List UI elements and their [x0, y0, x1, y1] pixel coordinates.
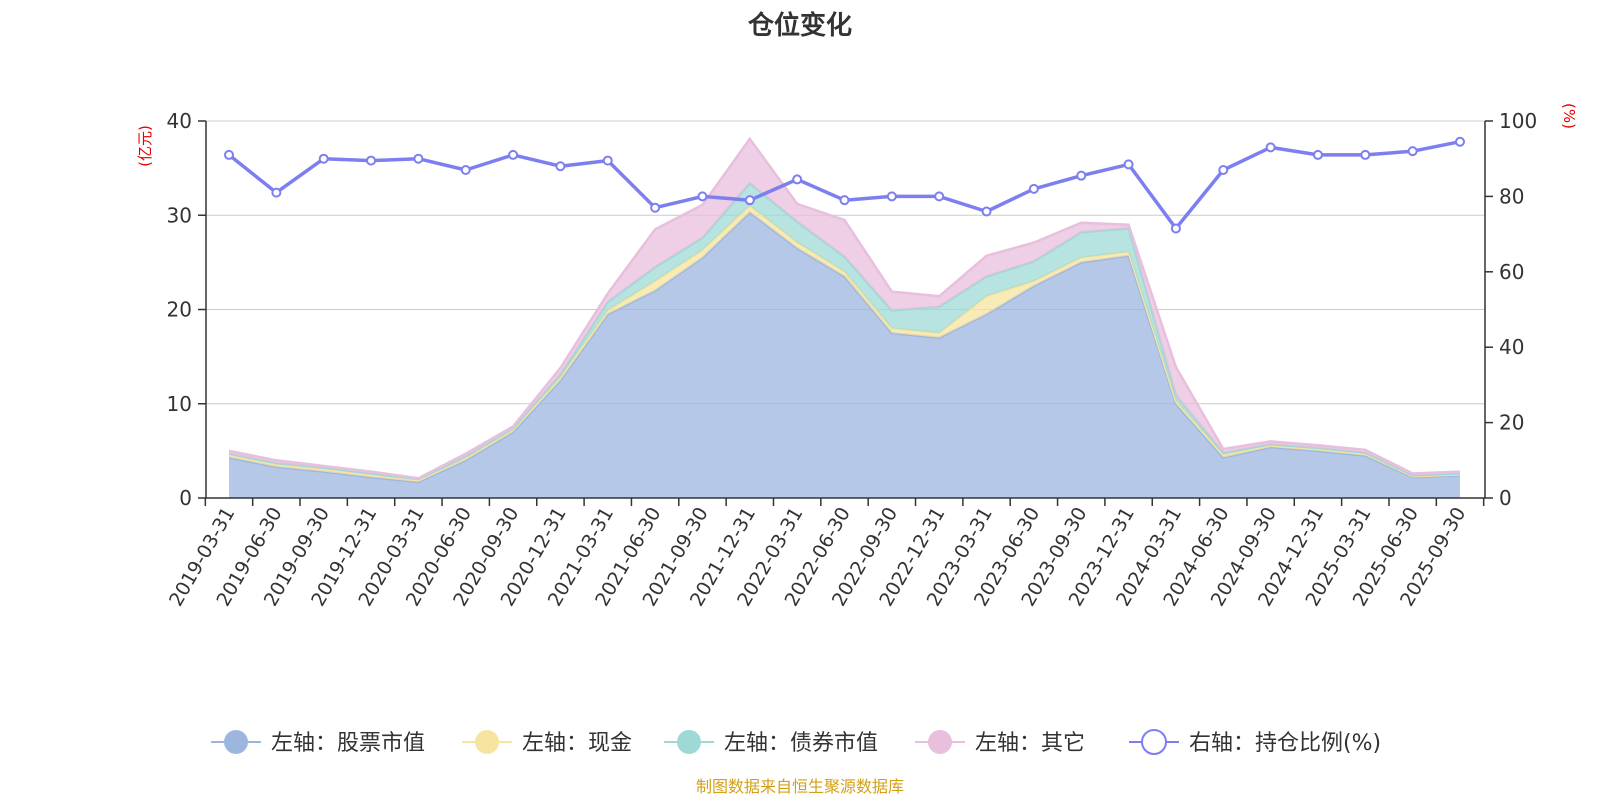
- legend-marker-1: [224, 730, 248, 754]
- ratio-point: [792, 174, 803, 185]
- ratio-point: [318, 153, 329, 164]
- ratio-point: [744, 195, 755, 206]
- ratio-point: [602, 155, 613, 166]
- ratio-point: [366, 155, 377, 166]
- legend-label-2: 左轴：现金: [522, 731, 632, 756]
- left-tick-label: 40: [167, 109, 192, 133]
- ratio-point: [555, 161, 566, 172]
- ratio-point: [981, 206, 992, 217]
- right-tick-label: 60: [1499, 260, 1524, 284]
- right-tick-label: 0: [1499, 486, 1512, 510]
- left-tick-label: 0: [179, 486, 192, 510]
- ratio-point: [697, 191, 708, 202]
- ratio-point: [839, 195, 850, 206]
- area-1: [229, 212, 1460, 498]
- ratio-point: [224, 149, 234, 160]
- ratio-point: [1265, 142, 1276, 153]
- ratio-point: [1407, 146, 1418, 157]
- legend-label-1: 左轴：股票市值: [271, 731, 425, 756]
- left-axis-ticks: 0 10 20 30 40: [167, 109, 206, 510]
- legend-label-3: 左轴：债券市值: [724, 731, 878, 756]
- left-axis-unit: (亿元): [136, 125, 154, 167]
- left-tick-label: 10: [167, 392, 192, 416]
- ratio-point: [1170, 223, 1181, 234]
- ratio-point: [1218, 165, 1229, 176]
- chart-title: 仓位变化: [747, 10, 852, 41]
- ratio-point: [271, 187, 282, 198]
- ratio-point: [1312, 149, 1323, 160]
- legend-label-5: 右轴：持仓比例(%): [1189, 731, 1381, 756]
- ratio-point: [1076, 170, 1087, 181]
- left-tick-label: 30: [167, 203, 192, 227]
- area-edge-4: [228, 136, 1461, 480]
- ratio-point: [1028, 183, 1039, 194]
- right-tick-label: 80: [1499, 184, 1524, 208]
- right-tick-label: 20: [1499, 411, 1524, 435]
- ratio-point: [1360, 149, 1371, 160]
- legend-marker-3: [677, 730, 701, 754]
- legend-marker-2: [475, 730, 499, 754]
- right-axis-ticks: 0 20 40 60 80 100: [1485, 109, 1537, 510]
- legend-label-4: 左轴：其它: [975, 731, 1085, 756]
- right-tick-label: 40: [1499, 335, 1524, 359]
- legend-marker-5: [1141, 729, 1167, 755]
- stacked-areas: [228, 136, 1461, 498]
- ratio-point: [460, 165, 471, 176]
- x-axis-ticks: 2019-03-312019-06-302019-09-302019-12-31…: [165, 498, 1485, 610]
- ratio-point: [650, 202, 661, 213]
- ratio-point: [934, 191, 945, 202]
- left-tick-label: 20: [167, 298, 192, 322]
- ratio-point: [413, 153, 424, 164]
- ratio-point: [1455, 136, 1465, 147]
- legend-marker-4: [928, 730, 952, 754]
- legend: 左轴：股票市值 左轴：现金 左轴：债券市值 左轴：其它 右轴：持仓比例(%): [211, 729, 1381, 756]
- right-axis-unit: (%): [1560, 103, 1578, 129]
- ratio-point: [886, 191, 897, 202]
- ratio-point: [508, 149, 519, 160]
- source-note: 制图数据来自恒生聚源数据库: [696, 777, 904, 796]
- right-tick-label: 100: [1499, 109, 1537, 133]
- ratio-point: [1123, 159, 1134, 170]
- holding-ratio-series: [224, 136, 1465, 234]
